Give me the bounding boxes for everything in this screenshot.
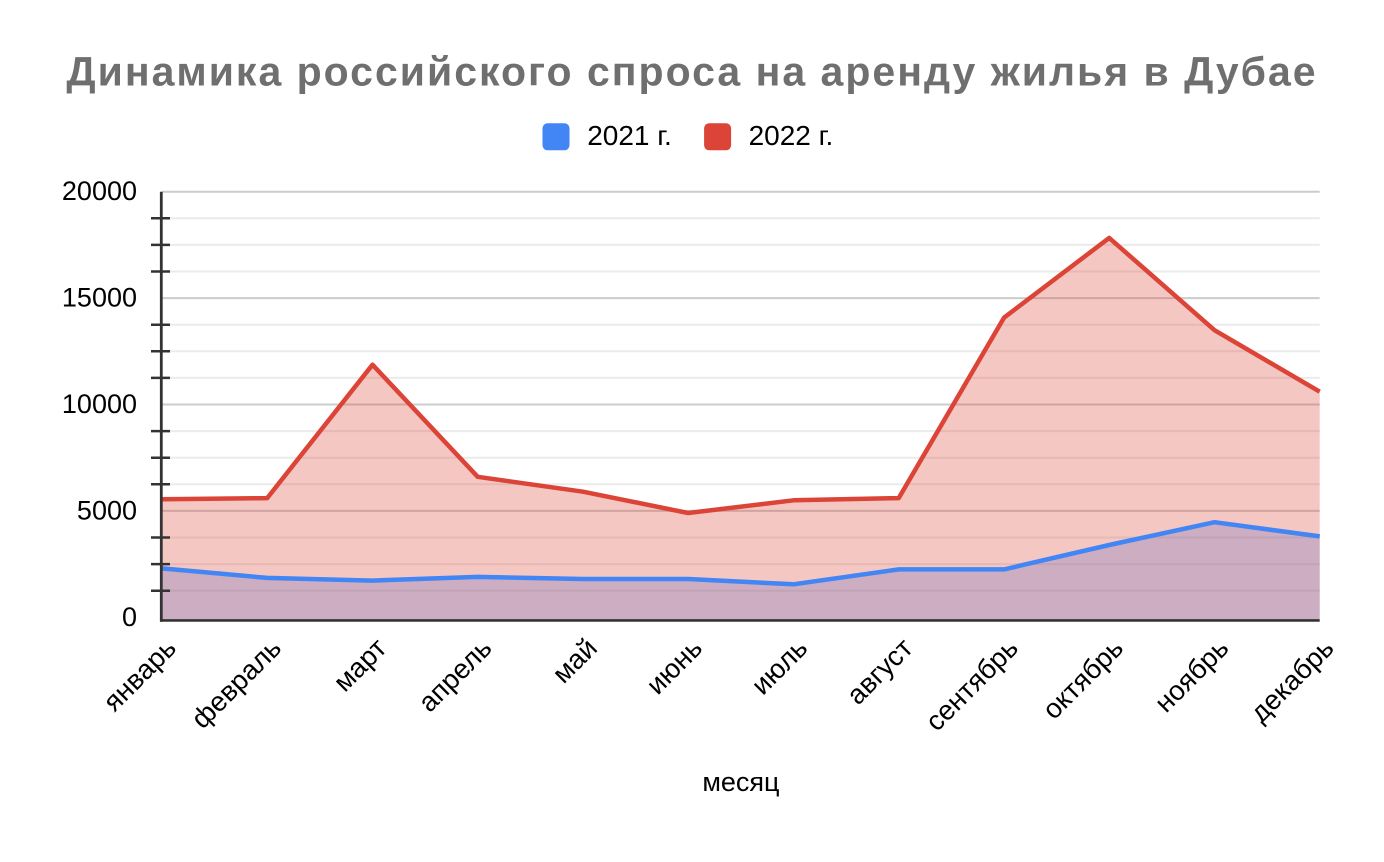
- svg-text:месяц: месяц: [702, 767, 779, 797]
- svg-text:5000: 5000: [77, 495, 137, 525]
- svg-text:0: 0: [122, 602, 137, 632]
- svg-text:15000: 15000: [62, 283, 137, 313]
- svg-text:20000: 20000: [62, 176, 137, 206]
- svg-text:2021 г.: 2021 г.: [587, 120, 672, 151]
- svg-text:10000: 10000: [62, 389, 137, 419]
- svg-text:Динамика российского спроса на: Динамика российского спроса на аренду жи…: [66, 49, 1317, 95]
- svg-text:2022 г.: 2022 г.: [749, 120, 834, 151]
